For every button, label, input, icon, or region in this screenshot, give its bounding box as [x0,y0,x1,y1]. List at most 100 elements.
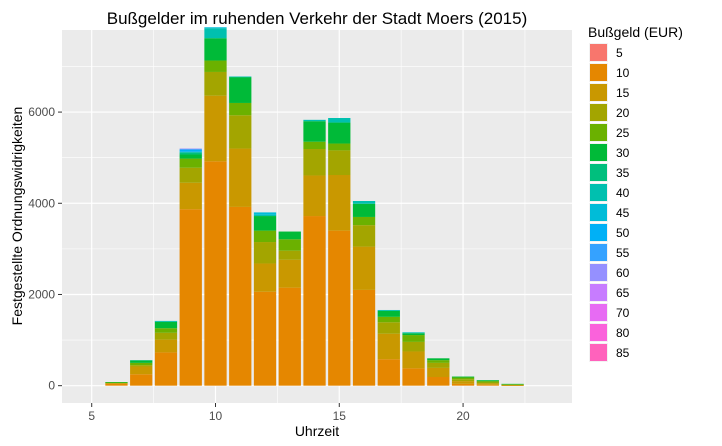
x-tick-label: 5 [88,409,95,423]
bar-segment-13-15 [278,259,301,288]
legend-label-65: 65 [616,286,630,300]
bar-segment-15-20 [328,150,351,176]
bar-segment-17-20 [377,322,400,334]
x-tick-label: 15 [333,409,347,423]
bar-segment-17-10 [377,359,400,386]
bar-segment-16-20 [352,225,376,247]
legend-swatch-15 [590,84,607,101]
legend-swatch-30 [590,144,607,161]
bar-segment-9-20 [179,167,202,183]
bar-segment-10-25 [204,60,227,72]
legend-label-45: 45 [616,206,630,220]
bar-segment-21-15 [476,383,499,385]
bar-segment-21-10 [476,384,499,386]
bar-segment-12-15 [253,263,277,292]
bar-segment-16-40 [352,200,376,204]
bar-segment-9-35 [179,152,202,155]
bar-segment-7-25 [130,362,153,366]
y-tick-label: 6000 [28,105,55,119]
bar-segment-9-30 [179,154,202,159]
bar-segment-14-10 [303,216,326,386]
legend-swatch-70 [590,304,607,321]
bar-segment-7-10 [130,374,153,386]
bar-segment-14-30 [303,121,326,142]
bar-segment-13-25 [278,239,301,251]
bar-segment-14-25 [303,141,326,150]
legend-label-20: 20 [616,106,630,120]
bar-segment-11-30 [229,77,252,103]
legend: 5 10 15 20 25 30 35 40 45 50 55 60 65 70 80 85 [589,43,630,362]
legend-label-40: 40 [616,186,630,200]
legend-label-60: 60 [616,266,630,280]
bar-segment-16-30 [352,203,376,217]
bar-segment-8-25 [154,328,178,333]
legend-swatch-5 [590,44,607,61]
legend-label-15: 15 [616,86,630,100]
bar-segment-6-15 [105,382,128,384]
bar-segment-19-15 [427,367,450,378]
x-axis-ticks: 5 10 15 20 [88,403,470,423]
bar-segment-9-25 [179,158,202,168]
bar-segment-11-40 [229,76,252,78]
bar-segment-17-30 [377,310,400,317]
bar-segment-22-20 [501,384,524,386]
legend-swatch-85 [590,344,607,361]
bar-segment-10-40 [204,28,227,39]
bar-segment-11-20 [229,115,252,149]
bar-segment-10-10 [204,161,227,386]
bar-segment-14-40 [303,119,326,122]
legend-label-30: 30 [616,146,630,160]
legend-label-10: 10 [616,66,630,80]
bar-segment-7-15 [130,366,153,375]
legend-title: Bußgeld (EUR) [588,24,683,40]
bar-segment-14-20 [303,149,326,176]
bar-segment-21-20 [476,382,499,384]
bar-segment-18-25 [402,335,425,342]
bar-segment-17-40 [377,309,400,311]
bar-segment-11-25 [229,102,252,116]
legend-swatch-60 [590,264,607,281]
bar-segment-18-20 [402,341,425,352]
y-tick-label: 4000 [28,196,55,210]
bar-segment-22-25 [501,384,524,385]
bar-segment-22-15 [501,385,524,386]
bar-segment-18-10 [402,368,425,386]
bar-segment-12-45 [253,212,277,215]
bar-segment-7-20 [130,365,153,367]
bar-segment-9-40 [179,151,202,153]
bar-segment-18-30 [402,333,425,336]
x-axis-title: Uhrzeit [295,423,339,439]
bar-segment-12-40 [253,214,277,217]
y-tick-label: 2000 [28,287,55,301]
bar-segment-6-10 [105,383,128,386]
bar-segment-8-40 [154,320,178,322]
bar-segment-11-15 [229,148,252,207]
legend-label-85: 85 [616,346,630,360]
bar-stacks [105,27,524,386]
legend-swatch-45 [590,204,607,221]
bar-segment-13-10 [278,287,301,386]
bar-segment-6-30 [105,382,128,383]
bar-segment-16-15 [352,246,376,290]
bar-segment-9-60 [179,148,202,150]
bar-segment-6-25 [105,382,128,383]
legend-swatch-55 [590,244,607,261]
bar-segment-19-25 [427,360,450,363]
bar-segment-9-10 [179,209,202,386]
bar-segment-9-50 [179,149,202,152]
bar-segment-12-10 [253,291,277,386]
legend-label-5: 5 [616,46,623,60]
bar-segment-12-20 [253,242,277,264]
legend-swatch-50 [590,224,607,241]
bar-segment-17-25 [377,316,400,323]
bar-segment-18-40 [402,332,425,334]
bar-segment-10-30 [204,38,227,61]
bar-segment-14-15 [303,175,326,217]
bar-segment-17-15 [377,333,400,360]
bar-segment-7-35 [130,360,153,361]
bar-segment-19-10 [427,377,450,386]
bar-segment-8-10 [154,352,178,386]
bar-segment-9-15 [179,182,202,210]
chart-title: Bußgelder im ruhenden Verkehr der Stadt … [107,9,528,28]
bar-segment-12-25 [253,230,277,243]
